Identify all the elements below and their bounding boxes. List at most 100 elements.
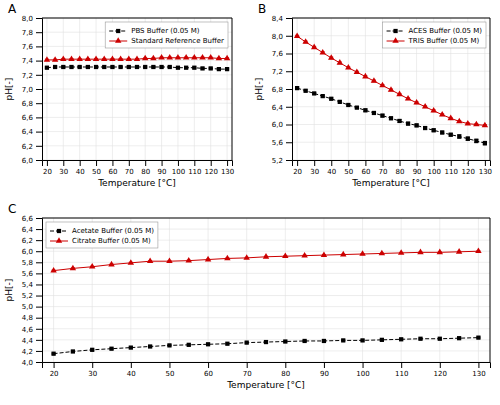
marker — [217, 67, 221, 71]
tick-mark — [478, 362, 479, 368]
marker — [148, 344, 152, 348]
plot-area — [44, 54, 231, 71]
grid-line-y — [42, 145, 232, 146]
marker — [379, 82, 385, 88]
series — [295, 86, 487, 145]
tick-label: 20 — [293, 168, 302, 176]
tick-label: 6,4 — [272, 103, 284, 111]
tick-mark — [63, 160, 64, 166]
tick-label: 120 — [462, 168, 475, 176]
marker — [45, 66, 49, 70]
marker — [423, 126, 427, 130]
marker — [398, 249, 404, 255]
tick-label: 4,6 — [22, 326, 34, 334]
legend: PBS Buffer (0.05 M)Standard Reference Bu… — [105, 22, 228, 48]
legend-label: ACES Buffer (0.05 M) — [409, 27, 483, 35]
marker — [483, 141, 487, 145]
tick-mark — [400, 160, 401, 166]
marker — [78, 65, 82, 69]
marker — [168, 65, 172, 69]
tick: 60 — [204, 362, 213, 378]
marker — [216, 55, 222, 61]
marker — [380, 338, 384, 342]
tick-mark — [36, 46, 42, 47]
marker — [53, 65, 57, 69]
tick-label: 8,0 — [272, 32, 283, 40]
tick-mark — [297, 160, 298, 166]
tick-label: 4,0 — [22, 359, 33, 367]
marker — [52, 56, 58, 62]
tick-label: 100 — [356, 370, 369, 378]
marker — [205, 256, 211, 262]
figure: 20304050607080901001101201306,06,26,46,6… — [0, 0, 500, 405]
x-axis: 2030405060708090100110120130 — [43, 160, 235, 176]
tick-label: 8,0 — [22, 15, 33, 23]
tick-mark — [247, 362, 248, 368]
marker — [151, 65, 155, 69]
tick: 90 — [413, 160, 422, 176]
tick-mark — [36, 160, 42, 161]
axis-line — [293, 161, 491, 167]
marker — [126, 55, 132, 61]
marker — [341, 338, 345, 342]
y-axis: 5,25,66,06,46,87,27,68,08,4 — [272, 15, 293, 165]
error-bar — [474, 139, 478, 143]
tick: 6,2 — [22, 237, 42, 245]
tick-mark — [92, 362, 93, 368]
marker — [186, 257, 192, 263]
tick-mark — [286, 107, 292, 108]
tick-label: 7,4 — [22, 57, 34, 65]
marker — [437, 249, 443, 255]
marker — [345, 64, 351, 70]
marker — [379, 250, 385, 256]
tick-label: 30 — [59, 168, 68, 176]
line — [54, 251, 479, 270]
marker — [166, 257, 172, 263]
tick-mark — [36, 307, 42, 308]
marker — [159, 65, 163, 69]
marker — [51, 352, 55, 356]
tick-mark — [286, 89, 292, 90]
tick-label: 7,0 — [22, 86, 33, 94]
plot-area — [50, 248, 481, 356]
marker — [438, 337, 442, 341]
tick-mark — [131, 362, 132, 368]
tick: 8,0 — [272, 32, 292, 40]
tick-label: 6,4 — [22, 226, 34, 234]
grid-line-y — [42, 18, 232, 19]
marker — [108, 261, 114, 267]
legend-marker — [56, 237, 62, 243]
tick: 130 — [472, 362, 485, 378]
tick-label: 6,6 — [22, 215, 34, 223]
grid-line-y — [42, 284, 490, 285]
marker — [61, 65, 65, 69]
tick: 4,4 — [22, 337, 42, 345]
tick-mark — [451, 160, 452, 166]
marker — [456, 118, 462, 124]
tick-mark — [36, 117, 42, 118]
tick-mark — [417, 160, 418, 166]
tick: 120 — [205, 160, 218, 176]
marker — [70, 265, 76, 271]
grid-line-y — [292, 124, 490, 125]
marker — [110, 65, 114, 69]
tick: 7,6 — [272, 50, 292, 58]
marker — [245, 340, 249, 344]
tick: 40 — [127, 362, 136, 378]
tick: 90 — [158, 160, 167, 176]
marker — [396, 91, 402, 97]
grid-line-y — [42, 306, 490, 307]
tick: 50 — [344, 160, 353, 176]
tick-label: 90 — [413, 168, 422, 176]
grid-line-y — [42, 262, 490, 263]
tick-label: 50 — [344, 168, 353, 176]
marker — [380, 114, 384, 118]
marker — [129, 345, 133, 349]
tick: 6,6 — [22, 114, 42, 122]
tick: 5,4 — [22, 281, 42, 289]
marker — [397, 119, 401, 123]
marker — [474, 139, 478, 143]
tick-label: 80 — [281, 370, 290, 378]
tick: 130 — [479, 160, 492, 176]
tick: 50 — [92, 160, 101, 176]
